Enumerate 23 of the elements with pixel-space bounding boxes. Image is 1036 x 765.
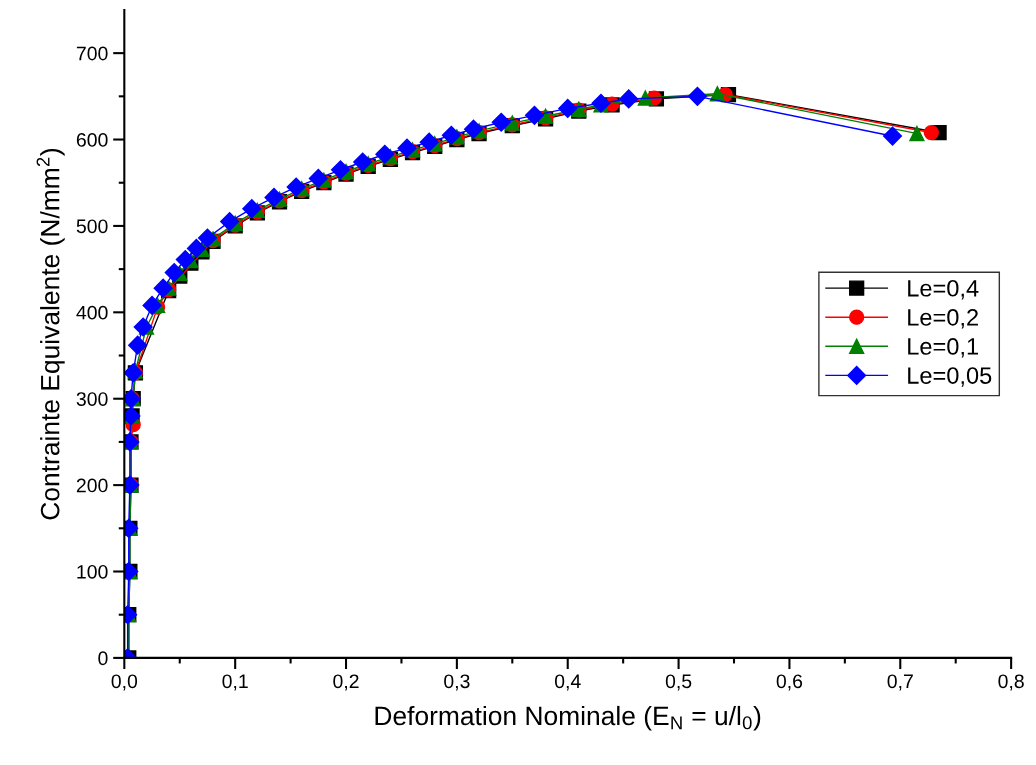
x-axis-title: Deformation Nominale (E$_{N}$ = u/l$_{0}$) bbox=[375, 705, 761, 731]
y-tick-label: 400 bbox=[76, 305, 108, 320]
x-tick-label: 0,6 bbox=[776, 674, 803, 691]
x-tick-label: 0,2 bbox=[333, 674, 359, 691]
y-tick-label: 700 bbox=[76, 46, 108, 61]
y-tick-label: 600 bbox=[76, 133, 108, 147]
legend-label: Le=0,05 bbox=[908, 367, 992, 387]
y-axis-title: Contrainte Equivalente (N/mm$^{2}$) bbox=[36, 148, 65, 520]
x-tick-label: 0,3 bbox=[444, 674, 470, 691]
x-tick-label: 0,5 bbox=[665, 674, 692, 691]
y-tick-label: 100 bbox=[77, 564, 108, 579]
y-tick-label: 500 bbox=[76, 219, 108, 234]
legend-label: Le=0,4 bbox=[908, 279, 979, 300]
x-tick-label: 0,1 bbox=[222, 674, 248, 691]
legend-label: Le=0,1 bbox=[908, 338, 978, 358]
y-tick-label: 200 bbox=[76, 478, 108, 493]
x-tick-label: 0,0 bbox=[111, 674, 138, 691]
y-tick-label: 300 bbox=[76, 392, 108, 406]
y-tick-label: 0 bbox=[98, 651, 108, 666]
x-tick-label: 0,7 bbox=[887, 674, 913, 691]
legend-label: Le=0,2 bbox=[908, 308, 978, 329]
x-tick-label: 0,8 bbox=[998, 674, 1024, 691]
x-tick-label: 0,4 bbox=[554, 674, 581, 691]
